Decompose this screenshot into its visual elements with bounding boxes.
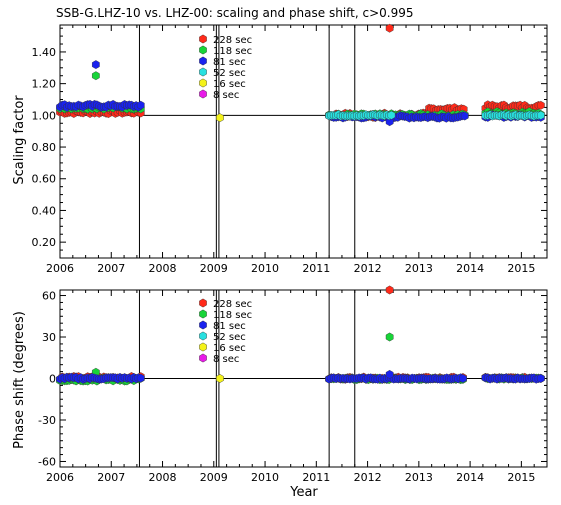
point-81-sec (459, 374, 467, 383)
y-axis-label-scaling: Scaling factor (12, 95, 27, 185)
x-tick-label: 2009 (200, 471, 228, 484)
x-tick-label: 2010 (251, 262, 279, 275)
x-tick-label: 2008 (149, 262, 177, 275)
x-tick-label: 2011 (302, 471, 330, 484)
legend-label: 8 sec (213, 354, 239, 365)
point-16-sec (216, 374, 224, 383)
x-tick-label: 2006 (46, 262, 74, 275)
legend-marker (199, 320, 207, 330)
point-81-sec (91, 60, 100, 70)
legend-label: 118 sec (213, 310, 252, 321)
legend-marker (199, 89, 207, 99)
x-tick-label: 2013 (405, 262, 433, 275)
x-tick-label: 2012 (354, 471, 382, 484)
legend-label: 52 sec (213, 332, 246, 343)
y-tick-label: 0.80 (32, 141, 57, 154)
x-tick-label: 2010 (251, 471, 279, 484)
x-tick-label: 2007 (97, 471, 125, 484)
point-52-sec (537, 110, 545, 120)
point-81-sec (460, 111, 469, 121)
legend-marker (199, 67, 207, 77)
legend-marker (199, 309, 207, 319)
plot-frame (59, 24, 548, 259)
y-tick-label: 0.40 (32, 204, 57, 217)
y-tick-label: 0.60 (32, 173, 57, 186)
x-tick-label: 2008 (149, 471, 177, 484)
legend-label: 81 sec (213, 321, 246, 332)
y-tick-label: 60 (42, 290, 56, 303)
x-tick-label: 2015 (507, 471, 535, 484)
point-118-sec (91, 71, 100, 81)
legend-marker (199, 78, 207, 88)
point-228-sec (385, 285, 394, 295)
phase-shift-panel: 2006 2007 2008 2009 2010 2011 2012 2013 2014 2015… (38, 285, 548, 484)
x-tick-label: 2012 (354, 262, 382, 275)
point-81-sec (537, 373, 545, 383)
y-tick-label: 1.40 (32, 46, 57, 59)
x-tick-label: 2014 (456, 471, 484, 484)
x-axis-label-year: Year (289, 485, 318, 500)
legend-label: 228 sec (213, 299, 252, 310)
legend-label: 16 sec (213, 79, 246, 90)
x-tick-label: 2013 (405, 471, 433, 484)
point-118-sec (385, 332, 394, 342)
legend-marker (199, 56, 207, 66)
chart-title: SSB-G.LHZ-10 vs. LHZ-00: scaling and pha… (56, 6, 414, 20)
point-81-sec (136, 100, 145, 110)
legend-label: 228 sec (213, 35, 252, 46)
point-228-sec (537, 100, 545, 110)
y-axis-label-phase: Phase shift (degrees) (12, 311, 27, 449)
legend-label: 8 sec (213, 90, 239, 101)
legend-marker (199, 342, 207, 352)
y-tick-label: 1.20 (32, 78, 57, 91)
legend-marker (199, 34, 207, 44)
x-tick-label: 2007 (97, 262, 125, 275)
y-tick-label: 1.00 (32, 109, 57, 122)
x-tick-label: 2006 (46, 471, 74, 484)
legend-label: 52 sec (213, 68, 246, 79)
x-tick-label: 2011 (302, 262, 330, 275)
legend-marker (199, 331, 207, 341)
legend-label: 81 sec (213, 57, 246, 68)
y-tick-label: -60 (38, 455, 56, 468)
point-81-sec (385, 369, 394, 379)
point-228-sec (385, 23, 394, 33)
legend-marker (199, 353, 207, 363)
legend-label: 118 sec (213, 46, 252, 57)
point-16-sec (216, 113, 224, 123)
point-81-sec (385, 117, 394, 127)
x-tick-label: 2015 (507, 262, 535, 275)
point-52-sec (387, 110, 396, 120)
y-tick-label: 30 (42, 331, 56, 344)
y-tick-label: -30 (38, 414, 56, 427)
y-tick-label: 0.20 (32, 236, 57, 249)
scaling-factor-panel: 2006 2007 2008 2009 2010 2011 2012 2013 2014 2015… (32, 23, 548, 275)
y-tick-label: 0 (49, 373, 56, 386)
legend-label: 16 sec (213, 343, 246, 354)
point-81-sec (136, 373, 145, 383)
x-tick-label: 2014 (456, 262, 484, 275)
legend-marker (199, 45, 207, 55)
x-tick-label: 2009 (200, 262, 228, 275)
legend-marker (199, 298, 207, 308)
